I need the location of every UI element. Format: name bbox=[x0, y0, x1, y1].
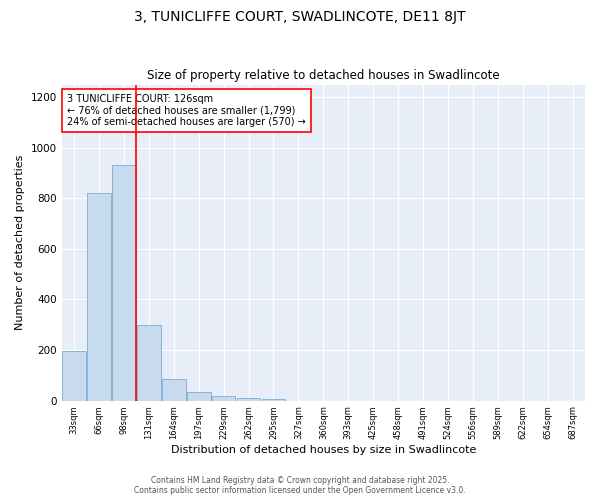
Bar bbox=[187, 392, 211, 400]
Y-axis label: Number of detached properties: Number of detached properties bbox=[15, 155, 25, 330]
Text: 3 TUNICLIFFE COURT: 126sqm
← 76% of detached houses are smaller (1,799)
24% of s: 3 TUNICLIFFE COURT: 126sqm ← 76% of deta… bbox=[67, 94, 305, 127]
Bar bbox=[262, 398, 286, 400]
Bar bbox=[62, 352, 86, 401]
Bar bbox=[112, 166, 136, 400]
X-axis label: Distribution of detached houses by size in Swadlincote: Distribution of detached houses by size … bbox=[170, 445, 476, 455]
Bar bbox=[212, 396, 235, 400]
Bar bbox=[162, 379, 185, 400]
Title: Size of property relative to detached houses in Swadlincote: Size of property relative to detached ho… bbox=[147, 69, 500, 82]
Bar bbox=[237, 398, 260, 400]
Text: Contains HM Land Registry data © Crown copyright and database right 2025.
Contai: Contains HM Land Registry data © Crown c… bbox=[134, 476, 466, 495]
Text: 3, TUNICLIFFE COURT, SWADLINCOTE, DE11 8JT: 3, TUNICLIFFE COURT, SWADLINCOTE, DE11 8… bbox=[134, 10, 466, 24]
Bar bbox=[87, 194, 111, 400]
Bar bbox=[137, 324, 161, 400]
